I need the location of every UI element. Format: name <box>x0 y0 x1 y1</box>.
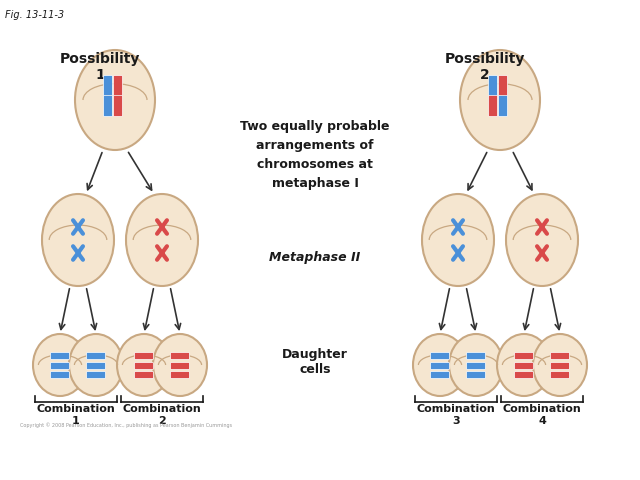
Ellipse shape <box>75 50 155 150</box>
Text: Possibility
2: Possibility 2 <box>445 52 525 82</box>
FancyBboxPatch shape <box>431 352 449 360</box>
FancyBboxPatch shape <box>515 372 534 379</box>
FancyBboxPatch shape <box>467 352 486 360</box>
FancyBboxPatch shape <box>86 372 106 379</box>
FancyBboxPatch shape <box>86 362 106 370</box>
Ellipse shape <box>33 334 87 396</box>
FancyBboxPatch shape <box>134 362 154 370</box>
Ellipse shape <box>42 194 114 286</box>
Text: Fig. 13-11-3: Fig. 13-11-3 <box>5 10 64 20</box>
FancyBboxPatch shape <box>488 96 497 117</box>
FancyBboxPatch shape <box>104 96 113 117</box>
FancyBboxPatch shape <box>134 372 154 379</box>
Ellipse shape <box>69 334 123 396</box>
Ellipse shape <box>449 334 503 396</box>
FancyBboxPatch shape <box>499 96 508 117</box>
Text: Combination
3: Combination 3 <box>417 404 495 426</box>
Text: Metaphase II: Metaphase II <box>269 252 360 264</box>
Ellipse shape <box>533 334 587 396</box>
FancyBboxPatch shape <box>550 352 570 360</box>
FancyBboxPatch shape <box>51 372 70 379</box>
Ellipse shape <box>422 194 494 286</box>
Text: Copyright © 2008 Pearson Education, Inc., publishing as Pearson Benjamin Cumming: Copyright © 2008 Pearson Education, Inc.… <box>20 422 232 428</box>
FancyBboxPatch shape <box>113 96 122 117</box>
Ellipse shape <box>497 334 551 396</box>
Text: Combination
4: Combination 4 <box>502 404 581 426</box>
Ellipse shape <box>117 334 171 396</box>
FancyBboxPatch shape <box>499 75 508 96</box>
Ellipse shape <box>506 194 578 286</box>
FancyBboxPatch shape <box>467 372 486 379</box>
FancyBboxPatch shape <box>170 362 189 370</box>
FancyBboxPatch shape <box>113 75 122 96</box>
FancyBboxPatch shape <box>550 362 570 370</box>
Text: Combination
1: Combination 1 <box>36 404 115 426</box>
FancyBboxPatch shape <box>515 362 534 370</box>
Ellipse shape <box>413 334 467 396</box>
FancyBboxPatch shape <box>431 372 449 379</box>
FancyBboxPatch shape <box>515 352 534 360</box>
FancyBboxPatch shape <box>134 352 154 360</box>
FancyBboxPatch shape <box>104 75 113 96</box>
FancyBboxPatch shape <box>51 352 70 360</box>
Text: Daughter
cells: Daughter cells <box>282 348 348 376</box>
Ellipse shape <box>460 50 540 150</box>
FancyBboxPatch shape <box>488 75 497 96</box>
Ellipse shape <box>153 334 207 396</box>
FancyBboxPatch shape <box>86 352 106 360</box>
FancyBboxPatch shape <box>170 352 189 360</box>
FancyBboxPatch shape <box>170 372 189 379</box>
FancyBboxPatch shape <box>467 362 486 370</box>
FancyBboxPatch shape <box>431 362 449 370</box>
Ellipse shape <box>126 194 198 286</box>
Text: Combination
2: Combination 2 <box>123 404 202 426</box>
Text: Two equally probable
arrangements of
chromosomes at
metaphase I: Two equally probable arrangements of chr… <box>240 120 390 190</box>
Text: Possibility
1: Possibility 1 <box>60 52 140 82</box>
FancyBboxPatch shape <box>51 362 70 370</box>
FancyBboxPatch shape <box>550 372 570 379</box>
